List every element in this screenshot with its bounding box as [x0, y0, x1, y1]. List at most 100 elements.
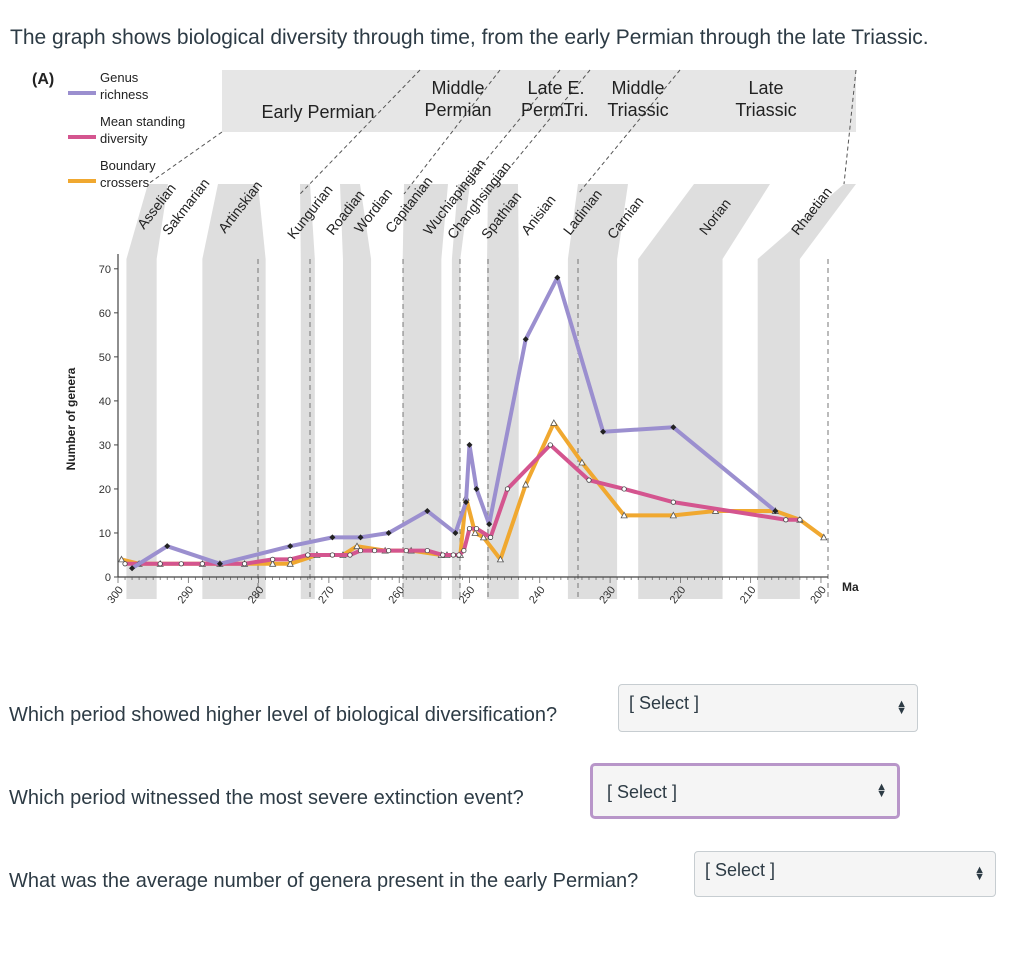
- stage-band: [402, 184, 448, 599]
- data-point-circle: [621, 486, 627, 492]
- stage-band: [567, 184, 628, 599]
- boundary-divider: [487, 69, 591, 195]
- legend-label: Boundary: [100, 158, 156, 173]
- period-label: Middle: [611, 78, 664, 98]
- boundary-divider: [403, 69, 501, 195]
- question-intro: The graph shows biological diversity thr…: [10, 26, 929, 49]
- data-point-circle: [450, 552, 456, 558]
- data-point-diamond: [216, 560, 223, 567]
- data-point-circle: [456, 552, 462, 558]
- data-point-diamond: [473, 485, 480, 492]
- data-point-circle: [122, 561, 128, 567]
- y-tick-label: 70: [99, 264, 111, 276]
- data-point-circle: [783, 517, 789, 523]
- data-point-circle: [287, 556, 293, 562]
- question-1-select[interactable]: [ Select ] ▲ ▼: [618, 684, 918, 732]
- data-point-diamond: [357, 534, 364, 541]
- period-label: Perm.: [521, 100, 569, 120]
- x-tick-label: 300: [105, 584, 126, 606]
- data-point-triangle: [353, 542, 361, 550]
- data-point-circle: [466, 525, 473, 532]
- period-label: Triassic: [735, 100, 796, 120]
- data-point-triangle: [496, 555, 505, 563]
- x-tick-label: 270: [316, 584, 337, 606]
- data-point-circle: [157, 561, 163, 567]
- x-tick-label: 240: [527, 584, 548, 606]
- panel-label: (A): [32, 71, 54, 88]
- data-point-circle: [461, 547, 467, 554]
- boundary-divider: [457, 69, 561, 195]
- legend-label: Genus: [100, 70, 139, 85]
- diversity-figure: Early Permian Middle Permian Late Perm. E. Tri…: [0, 64, 880, 624]
- data-point-diamond: [554, 274, 561, 281]
- y-axis-label: Number of genera: [64, 367, 78, 470]
- question-2-select[interactable]: [ Select ] ▲ ▼: [590, 763, 900, 819]
- stage-band: [126, 184, 168, 599]
- data-point-circle: [357, 547, 364, 554]
- period-label: Middle: [431, 78, 484, 98]
- y-tick-label: 0: [105, 572, 111, 584]
- question-3-select-value: [ Select ]: [705, 860, 776, 880]
- data-point-diamond: [452, 529, 459, 536]
- period-label: Late: [527, 78, 562, 98]
- data-point-circle: [797, 517, 803, 523]
- data-point-diamond: [486, 521, 493, 528]
- question-2-text: Which period witnessed the most severe e…: [9, 787, 524, 809]
- data-point-diamond: [424, 507, 431, 514]
- data-point-circle: [270, 556, 276, 562]
- data-point-circle: [403, 547, 409, 554]
- data-point-circle: [199, 561, 205, 567]
- data-point-diamond: [462, 499, 469, 506]
- boundary-divider: [843, 69, 857, 185]
- data-point-circle: [586, 477, 592, 483]
- period-label: Permian: [424, 100, 491, 120]
- y-tick-label: 10: [99, 528, 111, 540]
- boundary-divider: [577, 69, 681, 195]
- data-point-circle: [329, 552, 336, 558]
- question-1-select-value: [ Select ]: [629, 693, 700, 713]
- question-3-select[interactable]: [ Select ] ▲ ▼: [694, 851, 996, 897]
- data-point-diamond: [670, 424, 677, 431]
- stage-band: [300, 184, 315, 599]
- chevron-updown-icon: ▲ ▼: [896, 698, 907, 717]
- question-1-text: Which period showed higher level of biol…: [9, 704, 558, 726]
- data-point-diamond: [129, 565, 136, 572]
- y-tick-label: 40: [99, 396, 111, 408]
- data-point-triangle: [479, 533, 488, 541]
- x-tick-label: 200: [808, 584, 829, 606]
- y-tick-label: 20: [99, 484, 111, 496]
- x-unit-label: Ma: [842, 580, 859, 594]
- data-point-diamond: [164, 543, 171, 550]
- data-point-circle: [371, 547, 378, 554]
- data-point-diamond: [329, 534, 336, 541]
- period-header-band: [222, 70, 856, 132]
- question-3-text: What was the average number of genera pr…: [9, 870, 639, 892]
- data-point-diamond: [385, 529, 392, 536]
- data-point-diamond: [600, 428, 607, 435]
- stage-band: [451, 184, 470, 599]
- legend-label: crossers: [100, 175, 150, 190]
- data-point-circle: [178, 561, 184, 567]
- data-point-circle: [241, 561, 248, 567]
- y-tick-label: 30: [99, 440, 111, 452]
- data-point-circle: [424, 547, 430, 554]
- data-point-circle: [440, 552, 446, 558]
- data-point-diamond: [287, 543, 294, 550]
- data-point-triangle: [620, 511, 628, 519]
- stage-band: [638, 184, 770, 599]
- data-point-diamond: [466, 441, 473, 448]
- period-label: Triassic: [607, 100, 668, 120]
- series-line: [130, 275, 778, 571]
- data-point-triangle: [286, 559, 294, 567]
- stage-band: [757, 184, 856, 599]
- stage-band: [202, 184, 266, 599]
- question-2-select-value: [ Select ]: [607, 782, 678, 802]
- data-point-triangle: [578, 458, 586, 466]
- boundary-divider: [147, 131, 223, 185]
- data-point-circle: [547, 442, 553, 448]
- stage-band: [340, 184, 372, 599]
- x-tick-label: 290: [176, 584, 197, 606]
- period-label: Early Permian: [261, 102, 374, 122]
- data-point-circle: [504, 486, 511, 492]
- data-point-triangle: [268, 559, 277, 567]
